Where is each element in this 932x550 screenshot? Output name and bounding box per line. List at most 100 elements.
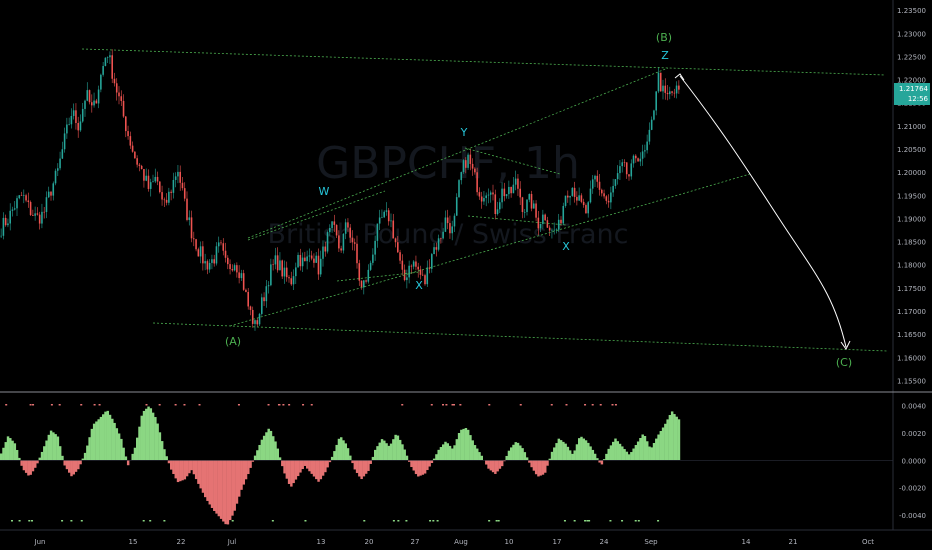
histogram-bar [507, 450, 511, 461]
candle [222, 238, 225, 256]
candle [585, 203, 587, 214]
w-channel-top[interactable] [247, 190, 386, 241]
candle [644, 144, 646, 158]
signal-dot [609, 520, 612, 522]
candle [576, 191, 578, 206]
histogram-bar [258, 444, 261, 461]
signal-dot [488, 404, 491, 406]
histogram-bar [614, 438, 617, 461]
histogram-bar [77, 460, 80, 470]
candle [154, 168, 157, 184]
histogram-bar [49, 430, 53, 461]
wave-label-w: W [319, 185, 330, 198]
time-axis-tick: 17 [553, 538, 562, 546]
signal-dot [98, 404, 101, 406]
histogram-bar [321, 460, 325, 476]
histogram-bar [249, 460, 252, 468]
histogram-bar [607, 448, 610, 461]
signal-dot [271, 520, 274, 522]
histogram-bar [580, 436, 583, 461]
candle [542, 209, 544, 230]
histogram-bar [505, 455, 508, 461]
rising-channel-upper[interactable] [247, 67, 669, 239]
histogram-bar [6, 436, 10, 461]
candle [442, 228, 444, 240]
histogram-bar [79, 460, 82, 465]
histogram-bar [625, 451, 629, 461]
candle [190, 210, 193, 243]
lower-channel-line[interactable] [152, 322, 888, 352]
upper-channel-line[interactable] [81, 48, 886, 76]
candle [635, 154, 637, 163]
histogram-bar [516, 442, 520, 461]
candle [408, 260, 410, 284]
candle [102, 61, 104, 77]
signal-dot [586, 520, 589, 522]
histogram-bar [210, 460, 214, 508]
histogram-bar [500, 460, 504, 467]
trendlines [81, 48, 888, 352]
candle [54, 168, 57, 186]
candle [562, 202, 565, 225]
candle [415, 255, 417, 271]
histogram-bar [523, 452, 527, 461]
candle [47, 186, 50, 199]
histogram-bar [197, 460, 200, 484]
signal-dot [392, 520, 395, 522]
signal-dot [657, 520, 660, 522]
y-descending-top[interactable] [464, 147, 561, 175]
candle [11, 206, 14, 217]
candle [195, 238, 197, 252]
histogram-bar [106, 410, 109, 461]
histogram-bar [204, 460, 207, 498]
candle [177, 165, 179, 184]
signal-dot [634, 520, 637, 522]
time-axis-tick: 24 [600, 538, 609, 546]
candle [569, 195, 571, 206]
candle [140, 164, 143, 170]
candle [229, 259, 231, 275]
candle [455, 193, 458, 216]
candle [487, 188, 490, 204]
candle [208, 259, 211, 273]
y-descending-bottom[interactable] [467, 215, 567, 226]
histogram-bar [142, 410, 146, 461]
histogram-bar [13, 443, 17, 461]
histogram-bar [605, 453, 608, 461]
candle [134, 151, 136, 159]
histogram-bar [310, 460, 313, 474]
time-axis[interactable]: Jun 15 22 Jul 13 20 27 Aug 10 17 24 Sep 14 21 Oct [34, 538, 875, 546]
candle [84, 99, 86, 117]
histogram-bar [512, 444, 515, 461]
histogram-bar [113, 422, 116, 461]
candle [376, 223, 379, 248]
oscillator-axis[interactable]: 0.0040 0.0020 0.0000 -0.0020 -0.0040 [899, 403, 926, 520]
histogram-bar [510, 447, 513, 461]
histogram-bar [154, 417, 157, 461]
histogram-bar [115, 428, 119, 461]
candle [258, 312, 261, 327]
candle [480, 191, 483, 209]
candle [496, 201, 499, 216]
candle [625, 162, 628, 179]
histogram-bar [455, 439, 459, 461]
candle [281, 259, 283, 279]
candle [251, 306, 254, 328]
histogram-bar [494, 460, 497, 474]
candle [614, 179, 617, 189]
time-axis-tick: Jul [227, 538, 237, 546]
histogram-bar [165, 456, 168, 461]
candle [279, 252, 281, 271]
signal-dot [174, 404, 177, 406]
price-axis-tick: 1.22500 [897, 53, 926, 61]
histogram-bar [120, 438, 123, 461]
candle [313, 253, 315, 268]
candlestick-series [0, 49, 680, 331]
histogram-bar [498, 460, 502, 469]
candle [7, 218, 9, 228]
x-y-channel[interactable] [336, 271, 421, 282]
projection-curve[interactable] [679, 75, 847, 348]
histogram-bar [47, 434, 51, 461]
histogram-bar [294, 460, 298, 480]
